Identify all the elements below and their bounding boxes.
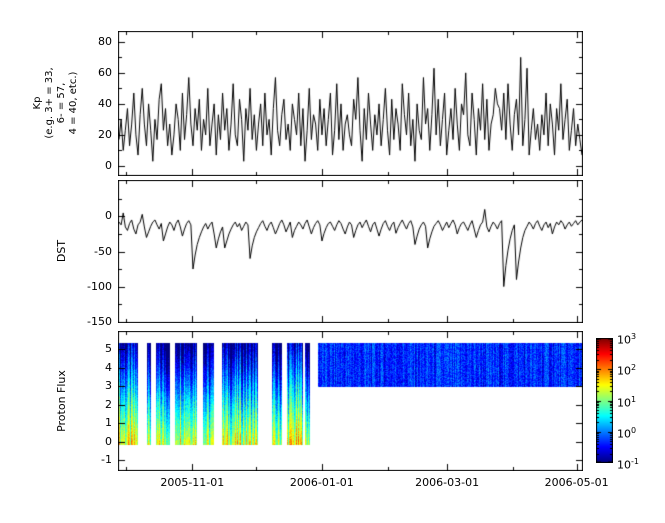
x-tick-label: 2006-01-01 bbox=[289, 476, 354, 489]
dst-plot-canvas bbox=[118, 180, 583, 323]
dst-axis-label: DST bbox=[55, 239, 68, 263]
y-tick-label: 4 bbox=[105, 360, 112, 374]
y-tick-label: 0 bbox=[105, 209, 112, 223]
colorbar-canvas bbox=[596, 338, 613, 463]
colorbar-tick-label: 10-1 bbox=[617, 457, 639, 472]
proton-flux-plot-canvas bbox=[118, 331, 583, 471]
colorbar-tick-label: 101 bbox=[617, 394, 637, 410]
y-tick-label: 3 bbox=[105, 379, 112, 393]
colorbar-tick-label: 100 bbox=[617, 425, 637, 441]
y-tick-label: 60 bbox=[98, 65, 112, 79]
y-tick-label: -1 bbox=[101, 452, 112, 466]
colorbar-tick-label: 103 bbox=[617, 332, 637, 347]
y-tick-label: 5 bbox=[105, 342, 112, 356]
y-tick-label: 20 bbox=[98, 127, 112, 141]
y-tick-label: 0 bbox=[105, 434, 112, 448]
kp-plot-canvas bbox=[118, 31, 583, 176]
y-tick-label: 0 bbox=[105, 158, 112, 172]
y-tick-label: -50 bbox=[94, 244, 112, 258]
y-tick-label: 40 bbox=[98, 96, 112, 110]
y-tick-label: -150 bbox=[87, 314, 112, 328]
x-tick-label: 2006-03-01 bbox=[415, 476, 480, 489]
x-tick-label: 2005-11-01 bbox=[160, 476, 225, 489]
y-tick-label: 2 bbox=[105, 397, 112, 411]
y-tick-label: 80 bbox=[98, 34, 112, 48]
y-tick-label: 1 bbox=[105, 416, 112, 430]
x-tick-label: 2006-05-01 bbox=[544, 476, 609, 489]
y-tick-label: -100 bbox=[87, 279, 112, 293]
colorbar-tick-label: 102 bbox=[617, 363, 637, 378]
proton-flux-axis-label: Proton Flux bbox=[55, 370, 68, 432]
